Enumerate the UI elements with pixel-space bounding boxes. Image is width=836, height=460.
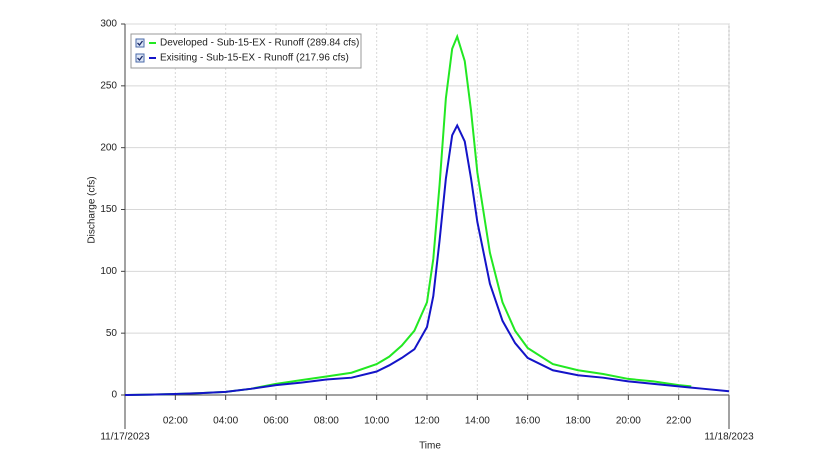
x-tick-label: 11/18/2023 [704,432,754,443]
x-tick-label: 02:00 [163,416,188,427]
x-tick-label: 04:00 [213,416,238,427]
y-tick-label: 100 [100,266,117,277]
y-tick-label: 50 [106,328,118,339]
x-axis-label: Time [419,441,441,452]
x-tick-label: 10:00 [364,416,389,427]
x-tick-label: 20:00 [616,416,641,427]
y-tick-label: 300 [100,19,117,30]
series-line [124,123,730,396]
y-tick-label: 150 [100,204,117,215]
legend: Developed - Sub-15-EX - Runoff (289.84 c… [130,33,362,69]
legend-label: Developed - Sub-15-EX - Runoff (289.84 c… [160,38,359,49]
x-tick-label: 14:00 [465,416,490,427]
legend-box [130,33,362,69]
x-tick-label: 11/17/2023 [100,432,150,443]
x-tick-label: 12:00 [414,416,439,427]
legend-check [137,55,144,61]
x-tick-label: 08:00 [314,416,339,427]
legend-label: Exisiting - Sub-15-EX - Runoff (217.96 c… [160,53,349,64]
legend-checkbox[interactable] [135,53,145,63]
y-axis-label: Discharge (cfs) [87,176,98,243]
x-tick-label: 06:00 [263,416,288,427]
y-tick-label: 250 [100,80,117,91]
x-tick-label: 22:00 [666,416,691,427]
legend-checkbox[interactable] [135,38,145,48]
y-tick-label: 0 [111,390,117,401]
x-tick-label: 16:00 [515,416,540,427]
legend-check [137,40,144,46]
x-tick-label: 18:00 [565,416,590,427]
y-tick-label: 200 [100,142,117,153]
